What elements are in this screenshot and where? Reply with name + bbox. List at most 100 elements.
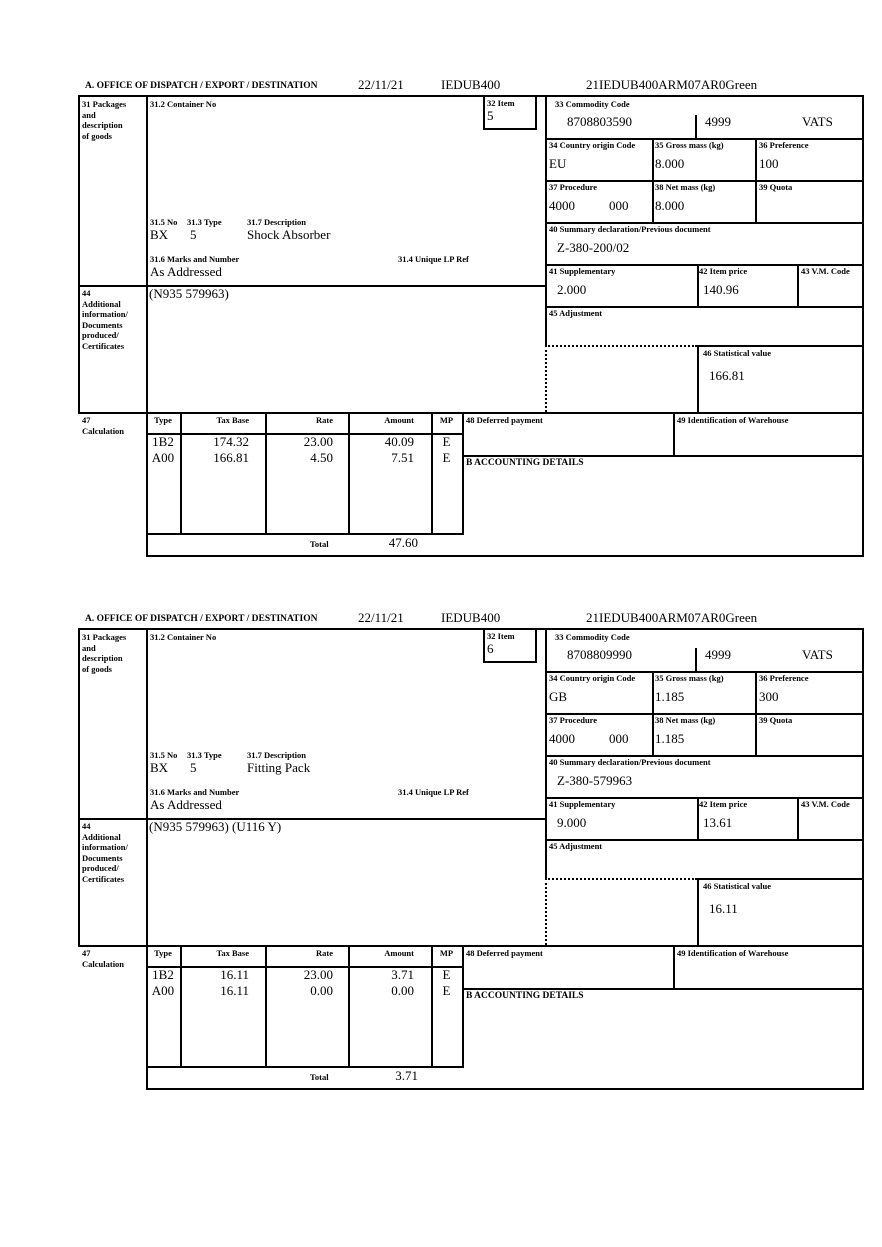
calc-header-type: Type bbox=[154, 415, 172, 425]
calc-row-rate: 23.00 bbox=[303, 967, 333, 982]
pkg-description-value: Fitting Pack bbox=[247, 760, 311, 775]
grid-line bbox=[78, 628, 864, 630]
gross-mass-label: 35 Gross mass (kg) bbox=[655, 140, 724, 150]
dotted-grid-line bbox=[545, 345, 697, 347]
grid-line bbox=[78, 628, 80, 947]
pkg-no-value: BX bbox=[150, 760, 169, 775]
calc-row-mp: E bbox=[442, 434, 451, 449]
grid-line bbox=[652, 713, 654, 755]
tax-scheme-value: VATS bbox=[802, 647, 833, 662]
grid-line bbox=[755, 671, 757, 713]
declaration-block-item-5: A. OFFICE OF DISPATCH / EXPORT / DESTINA… bbox=[78, 78, 864, 558]
office-code: IEDUB400 bbox=[441, 77, 501, 92]
pkg-description-label: 31.7 Description bbox=[247, 217, 307, 227]
grid-line bbox=[695, 115, 697, 138]
total-value: 3.71 bbox=[395, 1068, 418, 1083]
dotted-grid-line bbox=[545, 878, 547, 945]
commodity-code-label: 33 Commodity Code bbox=[555, 99, 630, 109]
calc-row-mp: E bbox=[442, 983, 451, 998]
grid-line bbox=[545, 628, 547, 880]
grid-line bbox=[146, 1066, 464, 1068]
grid-line bbox=[431, 945, 433, 1066]
preference-value: 100 bbox=[759, 156, 779, 171]
item-number-value: 5 bbox=[487, 108, 494, 123]
procedure-value-2: 000 bbox=[609, 198, 629, 213]
gross-mass-value: 1.185 bbox=[655, 689, 685, 704]
grid-line bbox=[697, 878, 699, 945]
grid-line bbox=[545, 95, 547, 347]
additional-info-value: (N935 579963) (U116 Y) bbox=[149, 819, 282, 834]
quota-label: 39 Quota bbox=[759, 715, 793, 725]
item-price-value: 140.96 bbox=[703, 282, 739, 297]
packages-label: 31 Packages and description of goods bbox=[82, 632, 127, 674]
declaration-block-item-6: A. OFFICE OF DISPATCH / EXPORT / DESTINA… bbox=[78, 611, 864, 1091]
item-price-label: 42 Item price bbox=[699, 266, 748, 276]
dotted-grid-line bbox=[545, 345, 547, 412]
grid-line bbox=[348, 412, 350, 533]
statistical-value-label: 46 Statistical value bbox=[703, 881, 771, 891]
grid-line bbox=[545, 671, 864, 673]
grid-line bbox=[697, 797, 699, 839]
total-value: 47.60 bbox=[388, 535, 418, 550]
grid-line bbox=[146, 433, 464, 435]
office-of-dispatch-label: A. OFFICE OF DISPATCH / EXPORT / DESTINA… bbox=[85, 81, 318, 91]
item-number-value: 6 bbox=[487, 641, 494, 656]
declaration-reference: 21IEDUB400ARM07AR0Green bbox=[586, 77, 758, 92]
net-mass-label: 38 Net mass (kg) bbox=[655, 182, 716, 192]
grid-line bbox=[697, 264, 699, 306]
grid-line bbox=[146, 555, 864, 557]
calc-row-amount: 3.71 bbox=[391, 967, 414, 982]
procedure-label: 37 Procedure bbox=[549, 182, 598, 192]
vm-code-label: 43 V.M. Code bbox=[801, 266, 850, 276]
lp-ref-label: 31.4 Unique LP Ref bbox=[398, 254, 469, 264]
pkg-no-label: 31.5 No bbox=[150, 750, 178, 760]
calc-row-tax-base: 16.11 bbox=[220, 967, 249, 982]
grid-line bbox=[462, 945, 464, 1066]
country-origin-value: GB bbox=[549, 689, 568, 704]
item-label: 32 Item bbox=[487, 98, 515, 108]
calc-header-type: Type bbox=[154, 948, 172, 958]
grid-line bbox=[462, 988, 864, 990]
grid-line bbox=[146, 533, 464, 535]
calc-row-amount: 0.00 bbox=[391, 983, 414, 998]
grid-line bbox=[545, 222, 864, 224]
warehouse-label: 49 Identification of Warehouse bbox=[677, 948, 789, 958]
grid-line bbox=[545, 306, 864, 308]
country-origin-value: EU bbox=[549, 156, 567, 171]
supplementary-value: 2.000 bbox=[557, 282, 587, 297]
country-origin-label: 34 Country origin Code bbox=[549, 673, 636, 683]
net-mass-label: 38 Net mass (kg) bbox=[655, 715, 716, 725]
grid-line bbox=[862, 628, 864, 1090]
statistical-value-label: 46 Statistical value bbox=[703, 348, 771, 358]
grid-line bbox=[146, 1088, 864, 1090]
dispatch-date: 22/11/21 bbox=[358, 610, 404, 625]
summary-declaration-value: Z-380-200/02 bbox=[557, 240, 630, 255]
calc-row-amount: 7.51 bbox=[391, 450, 414, 465]
item-number-box bbox=[483, 95, 537, 130]
calc-header-amount: Amount bbox=[384, 415, 414, 425]
pkg-description-label: 31.7 Description bbox=[247, 750, 307, 760]
deferred-payment-label: 48 Deferred payment bbox=[466, 948, 543, 958]
grid-line bbox=[462, 455, 864, 457]
summary-declaration-label: 40 Summary declaration/Previous document bbox=[549, 224, 711, 234]
calc-row-tax-base: 174.32 bbox=[213, 434, 249, 449]
calc-header-mp: MP bbox=[439, 415, 454, 425]
supplementary-label: 41 Supplementary bbox=[549, 266, 616, 276]
calc-row-tax-base: 16.11 bbox=[220, 983, 249, 998]
accounting-details-label: B ACCOUNTING DETAILS bbox=[466, 991, 584, 1001]
commodity-code-label: 33 Commodity Code bbox=[555, 632, 630, 642]
gross-mass-label: 35 Gross mass (kg) bbox=[655, 673, 724, 683]
vm-code-label: 43 V.M. Code bbox=[801, 799, 850, 809]
marks-value: As Addressed bbox=[150, 264, 222, 279]
deferred-payment-label: 48 Deferred payment bbox=[466, 415, 543, 425]
net-mass-value: 8.000 bbox=[655, 198, 685, 213]
commodity-code-value: 8708803590 bbox=[567, 114, 632, 129]
calc-header-tax-base: Tax Base bbox=[216, 948, 249, 958]
commodity-code2-value: 4999 bbox=[705, 114, 731, 129]
pkg-type-label: 31.3 Type bbox=[187, 217, 222, 227]
total-label: Total bbox=[310, 1072, 329, 1082]
grid-line bbox=[755, 713, 757, 755]
pkg-no-value: BX bbox=[150, 227, 169, 242]
grid-line bbox=[652, 671, 654, 713]
